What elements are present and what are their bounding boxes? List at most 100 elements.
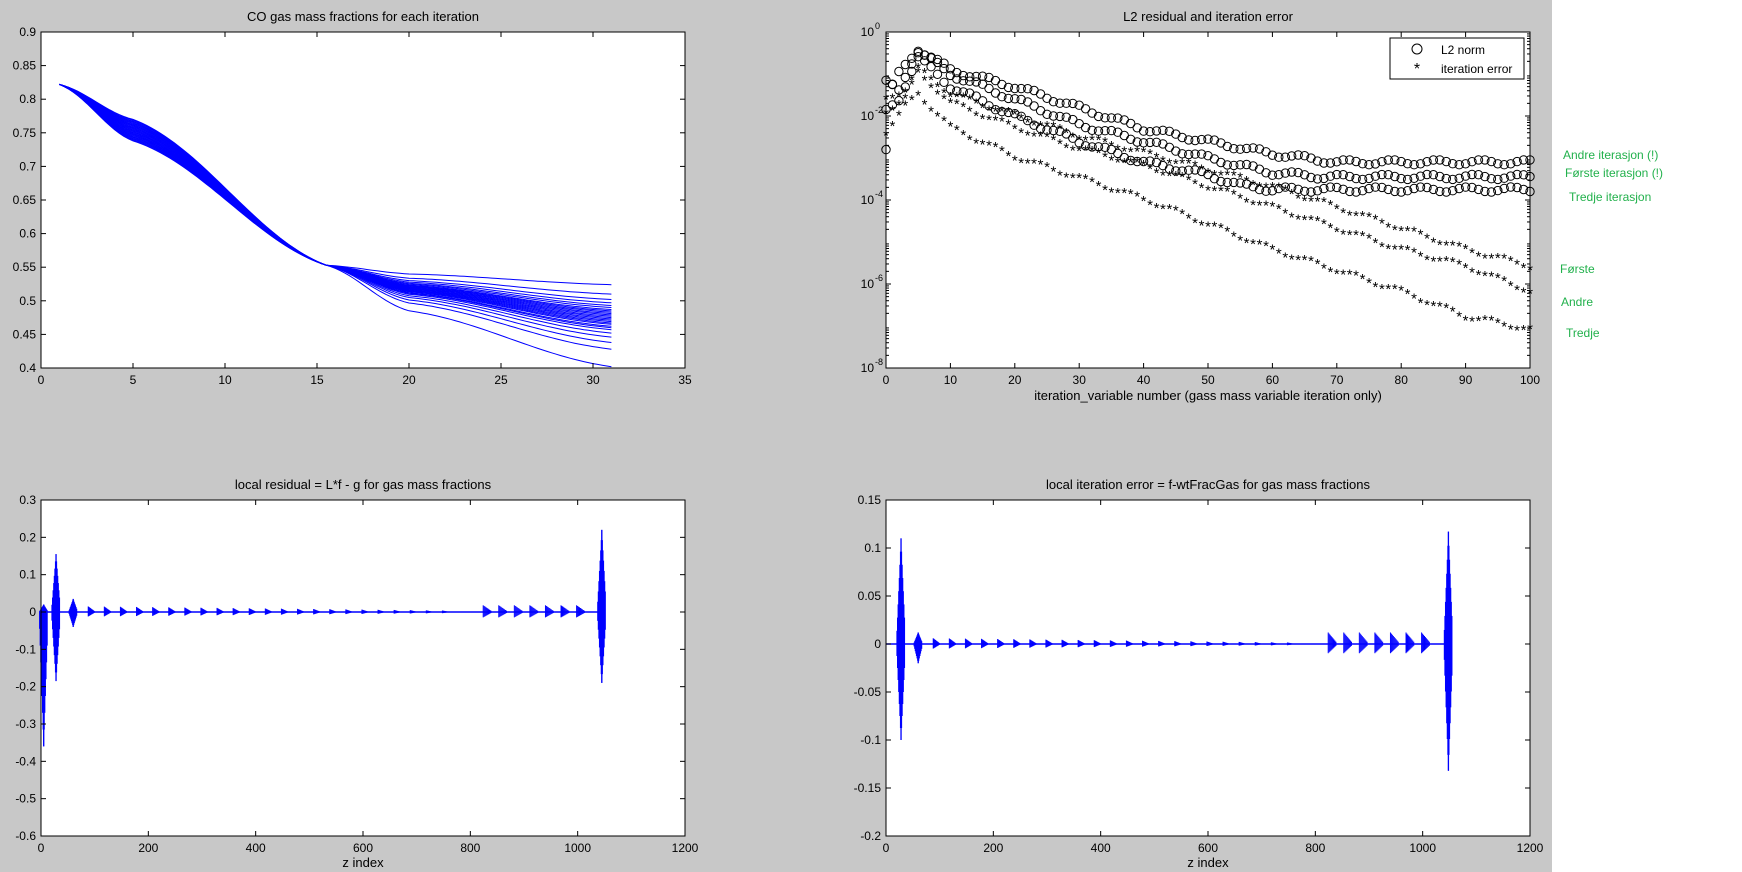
data-point-asterisk: * [935, 79, 941, 96]
data-point-circle [1428, 155, 1439, 165]
data-point-asterisk: * [1070, 142, 1076, 159]
data-point-asterisk: * [1179, 169, 1185, 186]
data-point-asterisk: * [1057, 167, 1063, 184]
oscillation-burst [482, 605, 492, 618]
oscillation-burst [498, 605, 508, 618]
data-point-asterisk: * [1154, 150, 1160, 167]
data-point-circle [1287, 151, 1297, 161]
data-point-asterisk: * [889, 103, 895, 120]
x-tick-label: 15 [310, 373, 324, 387]
data-point-circle [1293, 167, 1303, 178]
data-point-asterisk: * [1289, 186, 1295, 203]
data-point-circle [1390, 171, 1400, 182]
oscillation-burst [1029, 639, 1037, 648]
data-point-asterisk: * [1398, 282, 1404, 299]
local-iteration-error-panel: local iteration error = f-wtFracGas for … [854, 477, 1544, 870]
data-point-asterisk: * [1205, 182, 1211, 199]
y-tick-label: -0.2 [860, 829, 881, 843]
data-point-circle [1480, 186, 1490, 197]
data-point-circle [1402, 159, 1413, 169]
data-point-asterisk: * [1250, 197, 1256, 214]
data-point-asterisk: * [1031, 155, 1037, 172]
data-point-circle [1196, 166, 1207, 177]
y-tick-label: 10 [861, 25, 875, 39]
data-point-circle [1390, 155, 1400, 165]
data-point-asterisk: * [1134, 144, 1140, 161]
data-point-asterisk: * [1437, 298, 1443, 315]
data-point-circle [1190, 149, 1200, 159]
data-point-circle [1241, 179, 1252, 189]
data-point-circle [1364, 160, 1374, 170]
data-point-circle [1370, 182, 1381, 192]
data-point-circle [907, 59, 917, 69]
data-point-asterisk: * [1102, 149, 1108, 166]
data-point-circle [1415, 171, 1426, 181]
data-point-asterisk: * [1199, 180, 1205, 197]
x-tick-label: 20 [402, 373, 416, 387]
legend-box [1389, 37, 1525, 80]
tick-labels: 0 200 400 600 800 1000 1200 -0.6 -0.5 -0.4 -0.3 -0.… [15, 493, 698, 855]
data-point-circle [1306, 187, 1316, 197]
data-point-asterisk: * [1038, 128, 1044, 145]
oscillation-burst [313, 609, 321, 615]
data-point-asterisk: * [1063, 125, 1069, 142]
data-point-asterisk: * [1488, 251, 1494, 268]
data-point-circle [1280, 152, 1291, 162]
data-point-circle [1138, 138, 1149, 148]
data-point-circle [1113, 113, 1123, 123]
oscillation-burst [1125, 640, 1133, 647]
data-point-circle [1351, 187, 1361, 197]
data-point-circle [1061, 129, 1072, 139]
axes-box [40, 499, 686, 837]
data-point-asterisk: * [1392, 222, 1398, 239]
data-point-asterisk: * [1353, 227, 1359, 244]
data-point-asterisk: * [960, 127, 966, 144]
data-point-asterisk: * [947, 119, 953, 136]
data-point-circle [1312, 186, 1323, 196]
data-point-asterisk: * [1018, 110, 1024, 127]
oscillation-burst [184, 607, 192, 616]
data-point-circle [1203, 169, 1213, 180]
data-point-asterisk: * [889, 118, 895, 135]
series-line-iteration-26 [59, 83, 612, 286]
data-point-asterisk: * [889, 91, 895, 108]
data-point-circle [1093, 126, 1104, 136]
data-point-circle [1229, 160, 1239, 171]
data-point-asterisk: * [1179, 206, 1185, 223]
data-point-circle [1332, 182, 1342, 193]
data-point-asterisk: * [1340, 205, 1346, 222]
data-point-asterisk: * [1244, 195, 1250, 212]
data-point-circle [1184, 149, 1194, 160]
y-tick-label: 0.6 [19, 227, 36, 241]
data-point-circle [1203, 134, 1213, 144]
data-point-asterisk: * [973, 96, 979, 113]
data-point-asterisk: * [922, 96, 928, 113]
data-point-asterisk: * [1244, 235, 1250, 252]
data-point-asterisk: * [980, 111, 986, 128]
y-tick-label: 0.3 [19, 493, 36, 507]
x-tick-label: 30 [586, 373, 600, 387]
spike [896, 538, 906, 740]
data-point-circle [1312, 156, 1323, 166]
data-point-asterisk: * [928, 80, 934, 97]
data-point-circle [1087, 142, 1097, 152]
data-point-asterisk: * [1115, 155, 1121, 172]
data-point-circle [1248, 143, 1258, 153]
data-point-asterisk: * [1340, 226, 1346, 243]
data-point-asterisk: * [1160, 153, 1166, 170]
data-point-asterisk: * [1418, 226, 1424, 243]
data-point-circle [1022, 84, 1033, 94]
data-point-circle [1435, 155, 1445, 165]
data-point-asterisk: * [1353, 208, 1359, 225]
data-point-circle [1351, 173, 1361, 184]
legend-marker-circle-icon [1411, 43, 1423, 55]
data-point-asterisk: * [1231, 228, 1237, 245]
x-tick-label: 100 [1520, 373, 1540, 387]
data-point-asterisk: * [1269, 179, 1275, 196]
data-point-circle [1332, 157, 1342, 167]
series-l2-norm-0 [881, 46, 1535, 170]
data-point-asterisk: * [1392, 242, 1398, 259]
data-point-asterisk: * [902, 85, 908, 102]
data-point-asterisk: * [1385, 241, 1391, 258]
oscillation-burst [560, 605, 570, 618]
